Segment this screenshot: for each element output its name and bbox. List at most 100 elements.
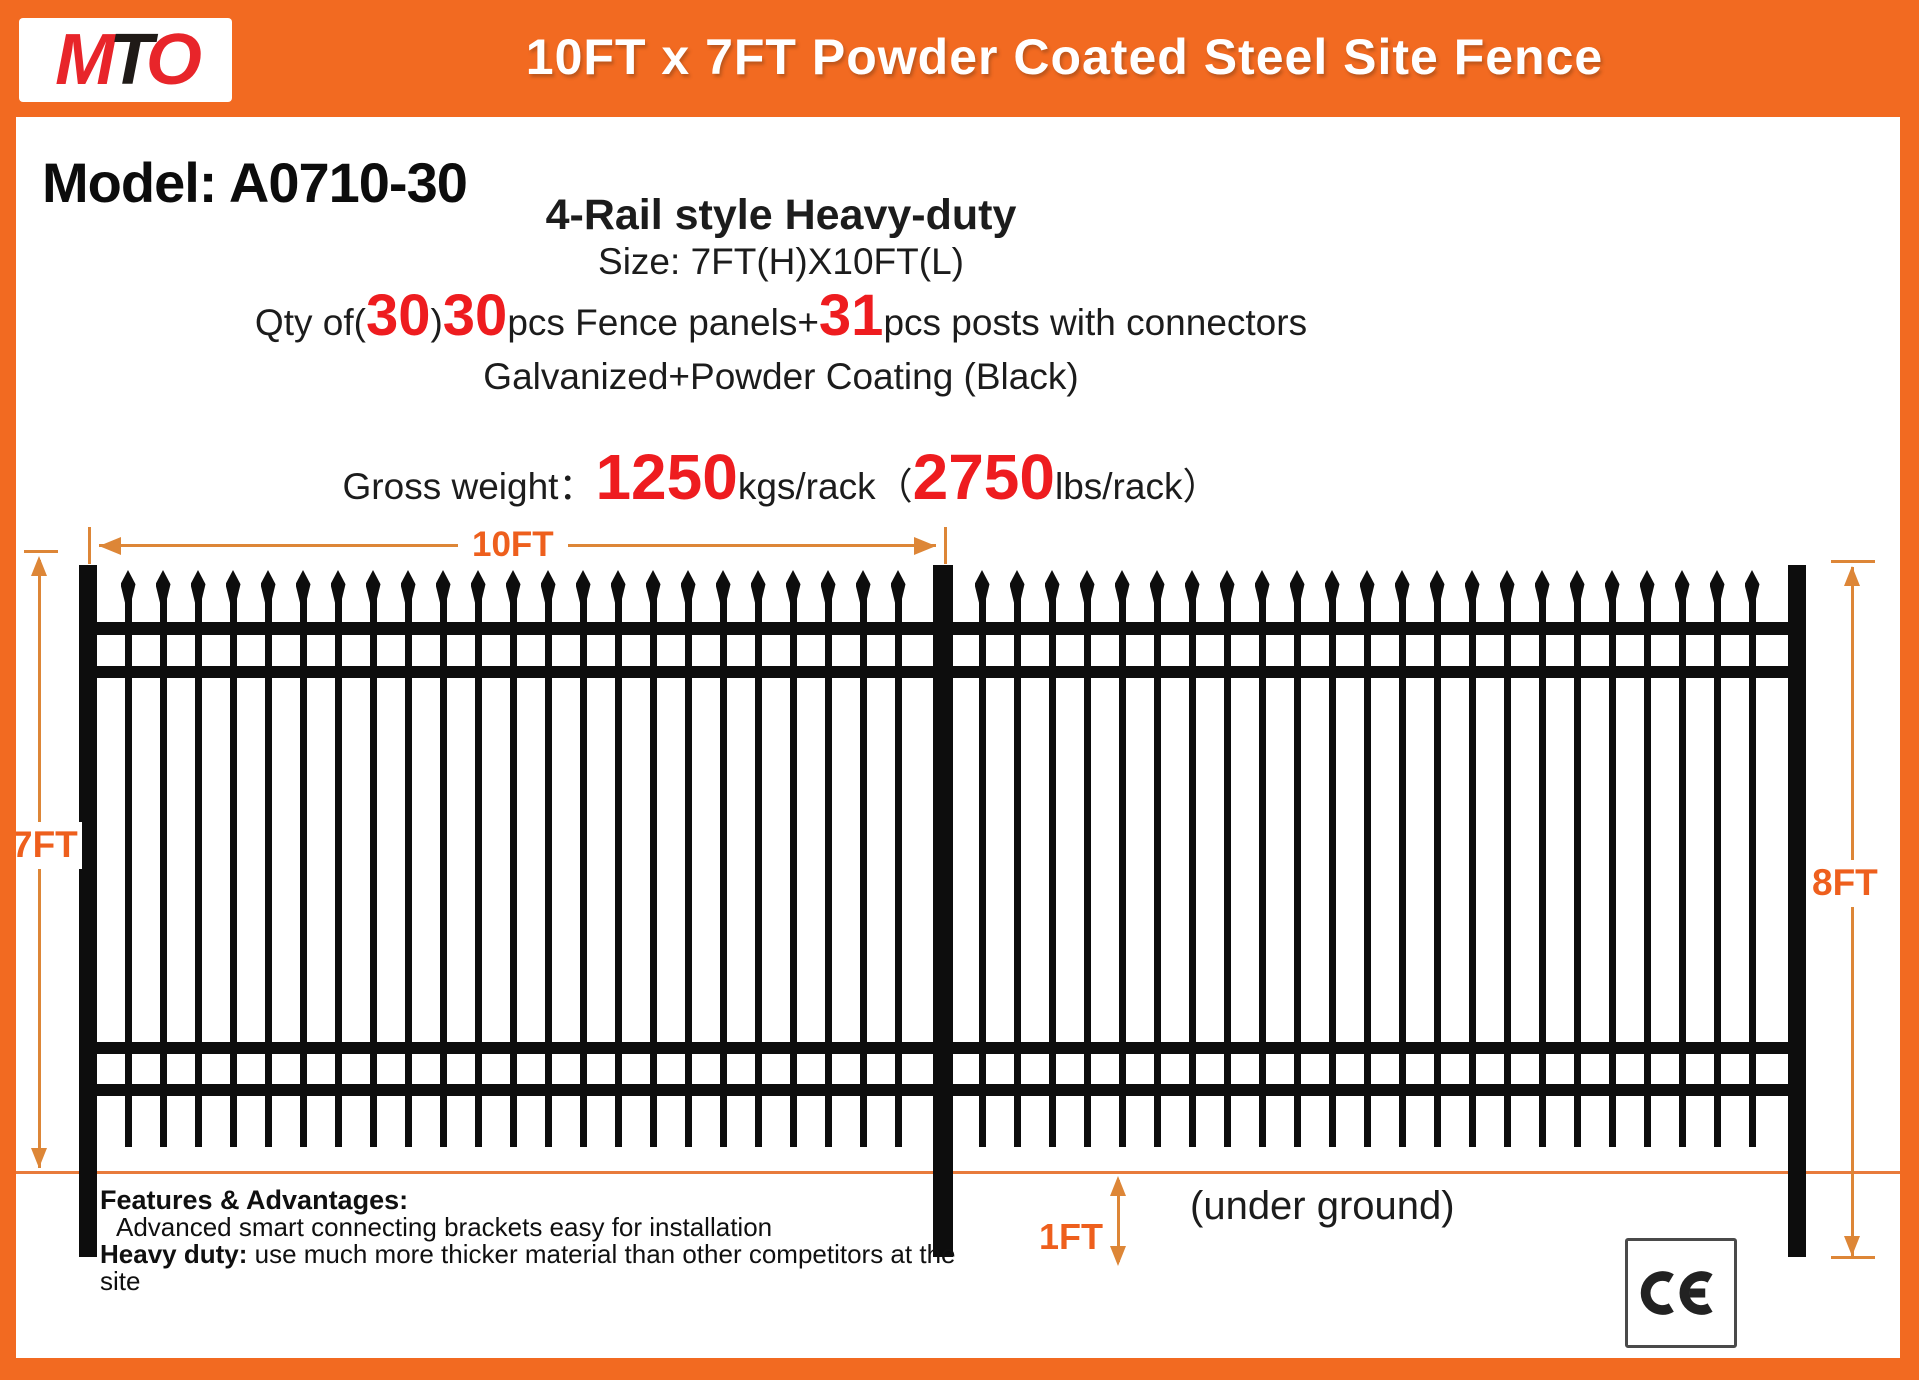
picket-shaft [684, 598, 692, 1147]
picket-shaft [579, 598, 587, 1147]
picket-spear-tip [890, 570, 906, 604]
picket-shaft [1713, 598, 1721, 1147]
fence-picket [610, 570, 626, 1150]
picket-spear-tip [785, 570, 801, 604]
fence-picket [1114, 570, 1130, 1150]
picket-spear-tip [1289, 570, 1305, 604]
picket-shaft [824, 598, 832, 1147]
logo-letter-t: T [109, 20, 152, 100]
fence-picket [225, 570, 241, 1150]
picket-spear-tip [1534, 570, 1550, 604]
qty-panels-count-paren: 30 [365, 283, 431, 348]
picket-spear-tip [1114, 570, 1130, 604]
logo-letter-m: M [55, 20, 115, 100]
fence-picket [470, 570, 486, 1150]
dim-7ft-arrow-up [31, 556, 47, 576]
picket-shaft [789, 598, 797, 1147]
spec-gross-weight: Gross weight：1250kgs/rack（2750lbs/rack） [16, 443, 1546, 521]
fence-picket [890, 570, 906, 1150]
picket-spear-tip [190, 570, 206, 604]
dim-7ft-label: 7FT [8, 822, 82, 869]
picket-shaft [264, 598, 272, 1147]
picket-shaft [1223, 598, 1231, 1147]
picket-spear-tip [1324, 570, 1340, 604]
picket-shaft [1643, 598, 1651, 1147]
picket-spear-tip [260, 570, 276, 604]
fence-picket [190, 570, 206, 1150]
picket-shaft [1293, 598, 1301, 1147]
fence-picket [1394, 570, 1410, 1150]
fence-picket [540, 570, 556, 1150]
picket-shaft [1258, 598, 1266, 1147]
picket-shaft [614, 598, 622, 1147]
dim-7ft-tick-top [24, 550, 58, 553]
picket-spear-tip [330, 570, 346, 604]
dim-1ft-arrow-down [1110, 1246, 1126, 1266]
weight-label: Gross weight： [342, 466, 596, 507]
fence-picket [750, 570, 766, 1150]
under-ground-note: (under ground) [1190, 1184, 1455, 1228]
picket-spear-tip [1359, 570, 1375, 604]
picket-shaft [369, 598, 377, 1147]
fence-picket [1569, 570, 1585, 1150]
weight-kg-value: 1250 [595, 441, 738, 513]
picket-spear-tip [120, 570, 136, 604]
frame-left-border [0, 0, 16, 1380]
fence-picket [1744, 570, 1760, 1150]
dim-8ft-arrow-down [1844, 1236, 1860, 1256]
fence-picket [1639, 570, 1655, 1150]
frame-bottom-border [0, 1358, 1919, 1380]
picket-spear-tip [1569, 570, 1585, 604]
picket-shaft [439, 598, 447, 1147]
picket-spear-tip [435, 570, 451, 604]
picket-shaft [544, 598, 552, 1147]
dim-1ft-arrow-up [1110, 1176, 1126, 1196]
picket-spear-tip [610, 570, 626, 604]
features-heading: Features & Advantages: [100, 1185, 409, 1215]
picket-spear-tip [1254, 570, 1270, 604]
picket-shaft [978, 598, 986, 1147]
fence-picket [1324, 570, 1340, 1150]
page-title: 10FT x 7FT Powder Coated Steel Site Fenc… [525, 29, 1604, 85]
features-block: Features & Advantages: Advanced smart co… [100, 1186, 1000, 1295]
picket-shaft [719, 598, 727, 1147]
picket-shaft [1608, 598, 1616, 1147]
picket-spear-tip [1009, 570, 1025, 604]
fence-picket [1044, 570, 1060, 1150]
picket-spear-tip [1744, 570, 1760, 604]
picket-spear-tip [540, 570, 556, 604]
fence-picket [715, 570, 731, 1150]
picket-shaft [754, 598, 762, 1147]
picket-spear-tip [1394, 570, 1410, 604]
brand-logo-text: MTO [55, 24, 202, 96]
picket-shaft [1083, 598, 1091, 1147]
picket-spear-tip [1709, 570, 1725, 604]
picket-spear-tip [365, 570, 381, 604]
picket-spear-tip [855, 570, 871, 604]
ce-mark [1625, 1238, 1737, 1348]
dim-1ft-label: 1FT [1039, 1216, 1104, 1257]
fence-picket [1079, 570, 1095, 1150]
picket-spear-tip [295, 570, 311, 604]
picket-shaft [1118, 598, 1126, 1147]
picket-shaft [1363, 598, 1371, 1147]
picket-shaft [1678, 598, 1686, 1147]
fence-picket [505, 570, 521, 1150]
weight-lb-unit: lbs/rack） [1054, 466, 1220, 507]
spec-size: Size: 7FT(H)X10FT(L) [598, 241, 964, 282]
picket-shaft [1398, 598, 1406, 1147]
picket-spear-tip [155, 570, 171, 604]
fence-picket [365, 570, 381, 1150]
fence-picket [120, 570, 136, 1150]
dim-8ft-tick-top [1831, 560, 1875, 563]
features-line-1: Advanced smart connecting brackets easy … [116, 1212, 773, 1242]
picket-spear-tip [1044, 570, 1060, 604]
fence-picket [575, 570, 591, 1150]
picket-shaft [194, 598, 202, 1147]
picket-shaft [474, 598, 482, 1147]
fence-picket [1254, 570, 1270, 1150]
picket-shaft [1048, 598, 1056, 1147]
picket-spear-tip [820, 570, 836, 604]
fence-picket [1289, 570, 1305, 1150]
fence-picket [1499, 570, 1515, 1150]
